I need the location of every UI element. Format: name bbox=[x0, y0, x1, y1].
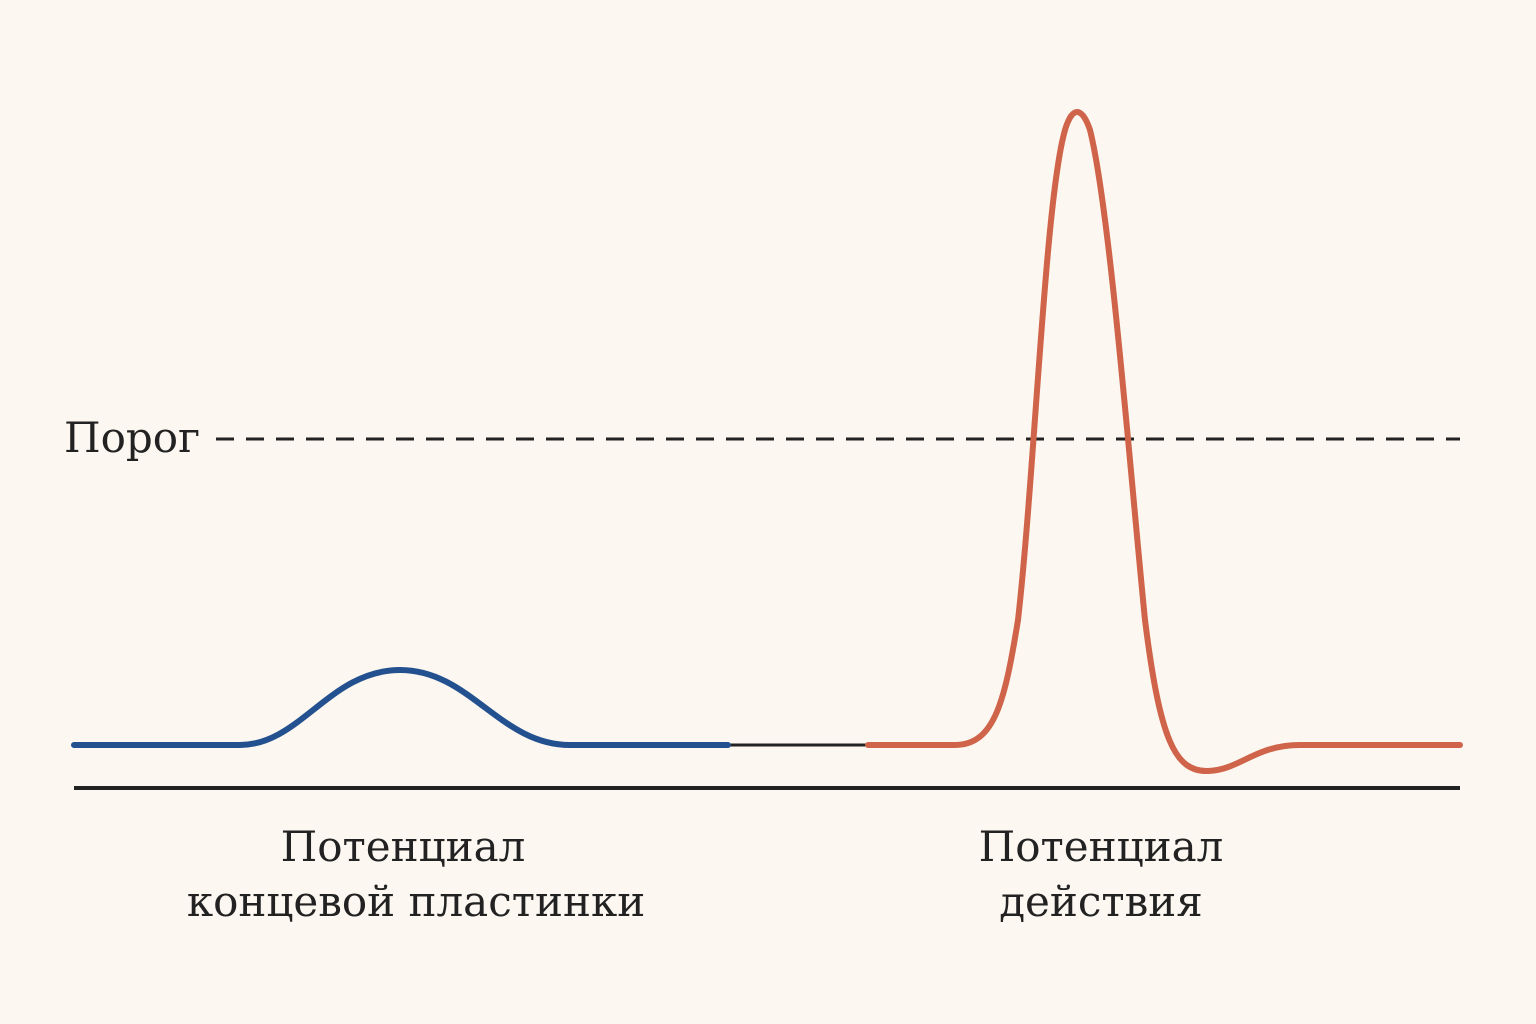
end-plate-label-line1: Потенциал bbox=[281, 822, 526, 871]
end-plate-label-line2: концевой пластинки bbox=[187, 877, 645, 926]
end-plate-potential-trace bbox=[71, 667, 731, 748]
action-label-line1: Потенциал bbox=[979, 822, 1224, 871]
action-label-line2: действия bbox=[999, 877, 1203, 926]
action-potential-trace bbox=[865, 109, 1463, 775]
threshold-label: Порог bbox=[64, 413, 200, 462]
